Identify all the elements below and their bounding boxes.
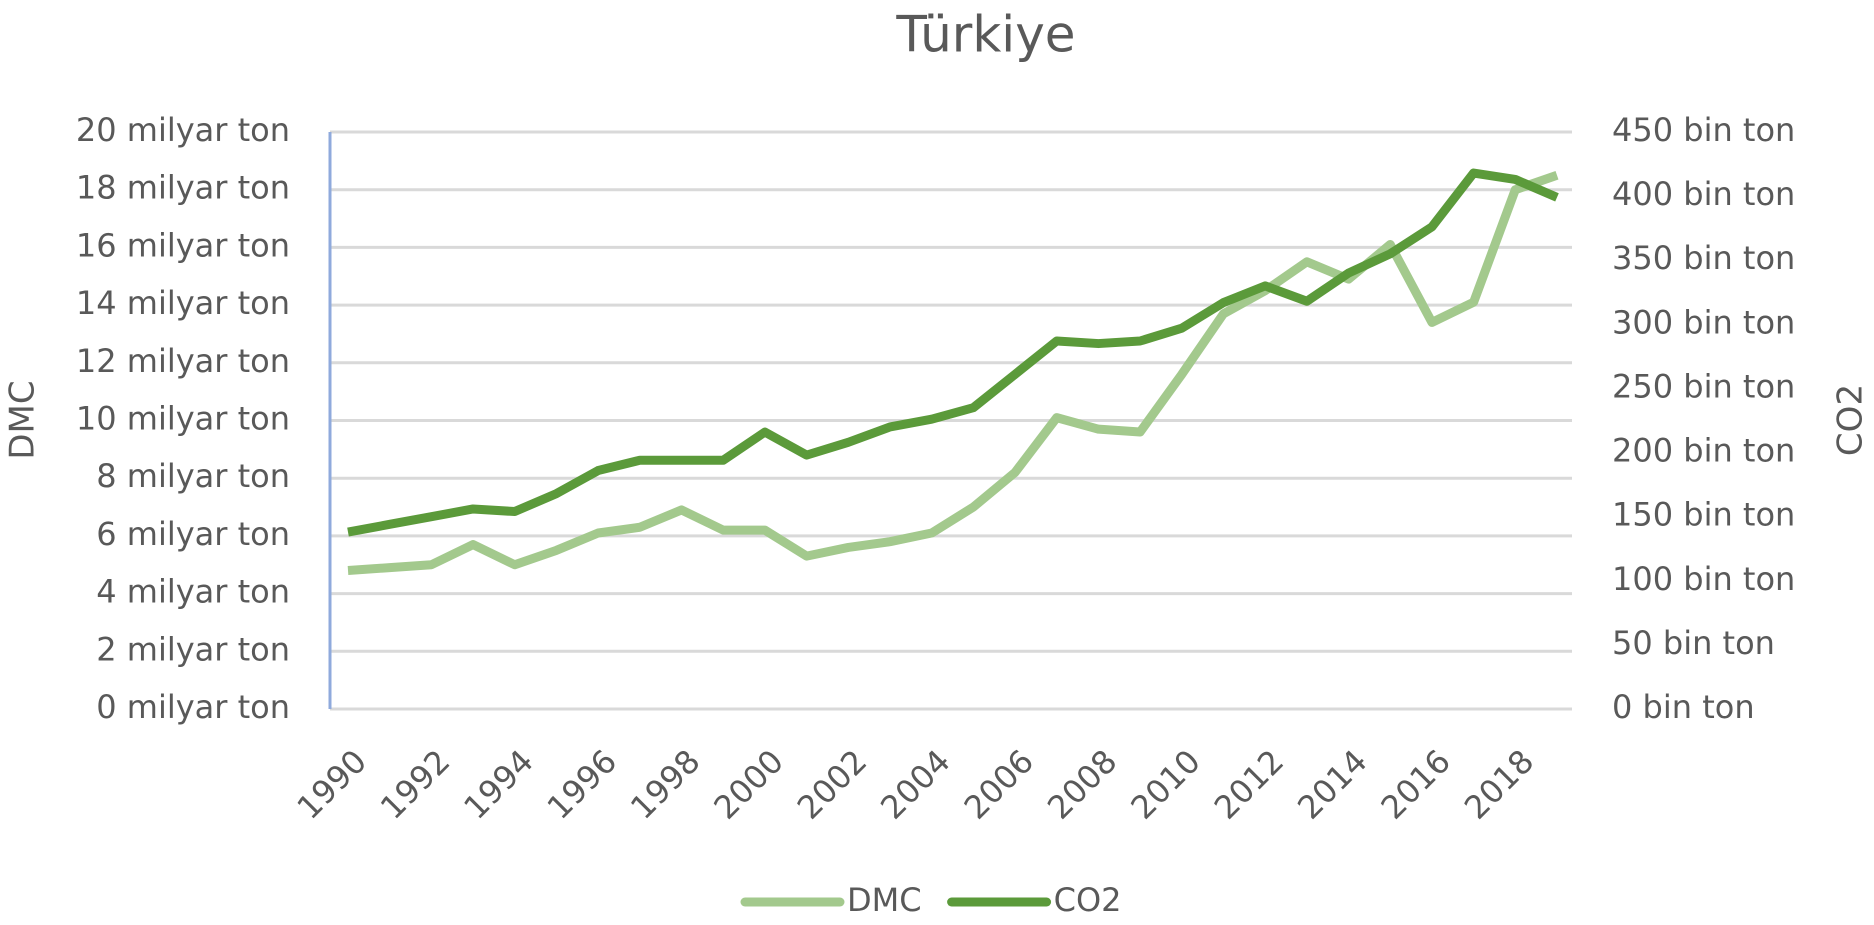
legend-label: CO2 <box>1054 881 1122 919</box>
x-tick-label: 2004 <box>873 742 957 826</box>
y2-tick-label: 100 bin ton <box>1612 560 1795 598</box>
y2-tick-label: 150 bin ton <box>1612 496 1795 534</box>
y-tick-label: 16 milyar ton <box>76 226 290 264</box>
line-series <box>347 168 1559 537</box>
x-tick-label: 2000 <box>706 742 790 826</box>
y2-tick-label: 0 bin ton <box>1612 688 1755 726</box>
y2-tick-label: 50 bin ton <box>1612 624 1775 662</box>
x-tick-label: 2008 <box>1040 742 1124 826</box>
y-tick-label: 8 milyar ton <box>96 457 290 495</box>
chart-title: Türkiye <box>895 6 1075 64</box>
line-series <box>347 171 1559 576</box>
x-tick-label: 1990 <box>290 742 374 826</box>
y2-axis-title: CO2 <box>1831 384 1871 456</box>
legend-label: DMC <box>847 881 922 919</box>
y-tick-label: 20 milyar ton <box>76 111 290 149</box>
x-tick-label: 2012 <box>1207 742 1291 826</box>
y-tick-label: 10 milyar ton <box>76 400 290 438</box>
x-tick-label: 2014 <box>1290 742 1374 826</box>
x-tick-label: 2002 <box>790 742 874 826</box>
x-tick-label: 1992 <box>373 742 457 826</box>
y2-tick-label: 250 bin ton <box>1612 367 1795 405</box>
x-tick-label: 2016 <box>1373 742 1457 826</box>
y-tick-label: 18 milyar ton <box>76 169 290 207</box>
x-tick-label: 1996 <box>540 742 624 826</box>
y-tick-label: 14 milyar ton <box>76 284 290 322</box>
x-tick-label: 1998 <box>623 742 707 826</box>
y2-tick-label: 300 bin ton <box>1612 303 1795 341</box>
x-tick-label: 2010 <box>1123 742 1207 826</box>
y2-tick-label: 350 bin ton <box>1612 239 1795 277</box>
y2-tick-label: 200 bin ton <box>1612 432 1795 470</box>
x-tick-label: 2006 <box>957 742 1041 826</box>
x-tick-label: 1994 <box>456 742 540 826</box>
y2-tick-label: 450 bin ton <box>1612 111 1795 149</box>
y-tick-label: 12 milyar ton <box>76 342 290 380</box>
y-axis-title: DMC <box>3 380 43 459</box>
y-tick-label: 4 milyar ton <box>96 573 290 611</box>
y-tick-label: 6 milyar ton <box>96 515 290 553</box>
y2-tick-label: 400 bin ton <box>1612 175 1795 213</box>
x-tick-label: 2018 <box>1457 742 1541 826</box>
y-tick-label: 2 milyar ton <box>96 630 290 668</box>
y-tick-label: 0 milyar ton <box>96 688 290 726</box>
